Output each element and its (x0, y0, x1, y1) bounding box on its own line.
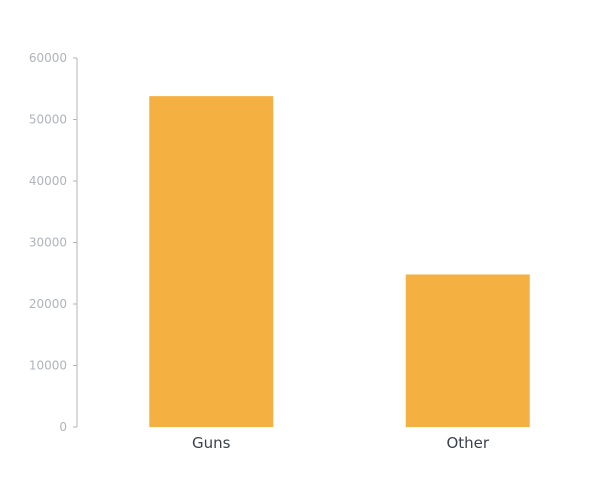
y-tick-label: 50000 (29, 113, 67, 127)
x-axis-labels: Guns Other (192, 434, 490, 452)
y-tick-label: 0 (59, 420, 67, 434)
y-tick-label: 60000 (29, 51, 67, 65)
x-category-label: Other (446, 434, 489, 452)
bar-other (405, 274, 530, 427)
y-tick-label: 40000 (29, 174, 67, 188)
y-tick-label: 20000 (29, 297, 67, 311)
y-axis: 0 10000 20000 30000 40000 50000 60000 (29, 51, 78, 434)
x-category-label: Guns (192, 434, 231, 452)
y-tick-label: 30000 (29, 236, 67, 250)
y-tick-label: 10000 (29, 359, 67, 373)
bars (149, 96, 530, 427)
bar-guns (149, 96, 274, 427)
